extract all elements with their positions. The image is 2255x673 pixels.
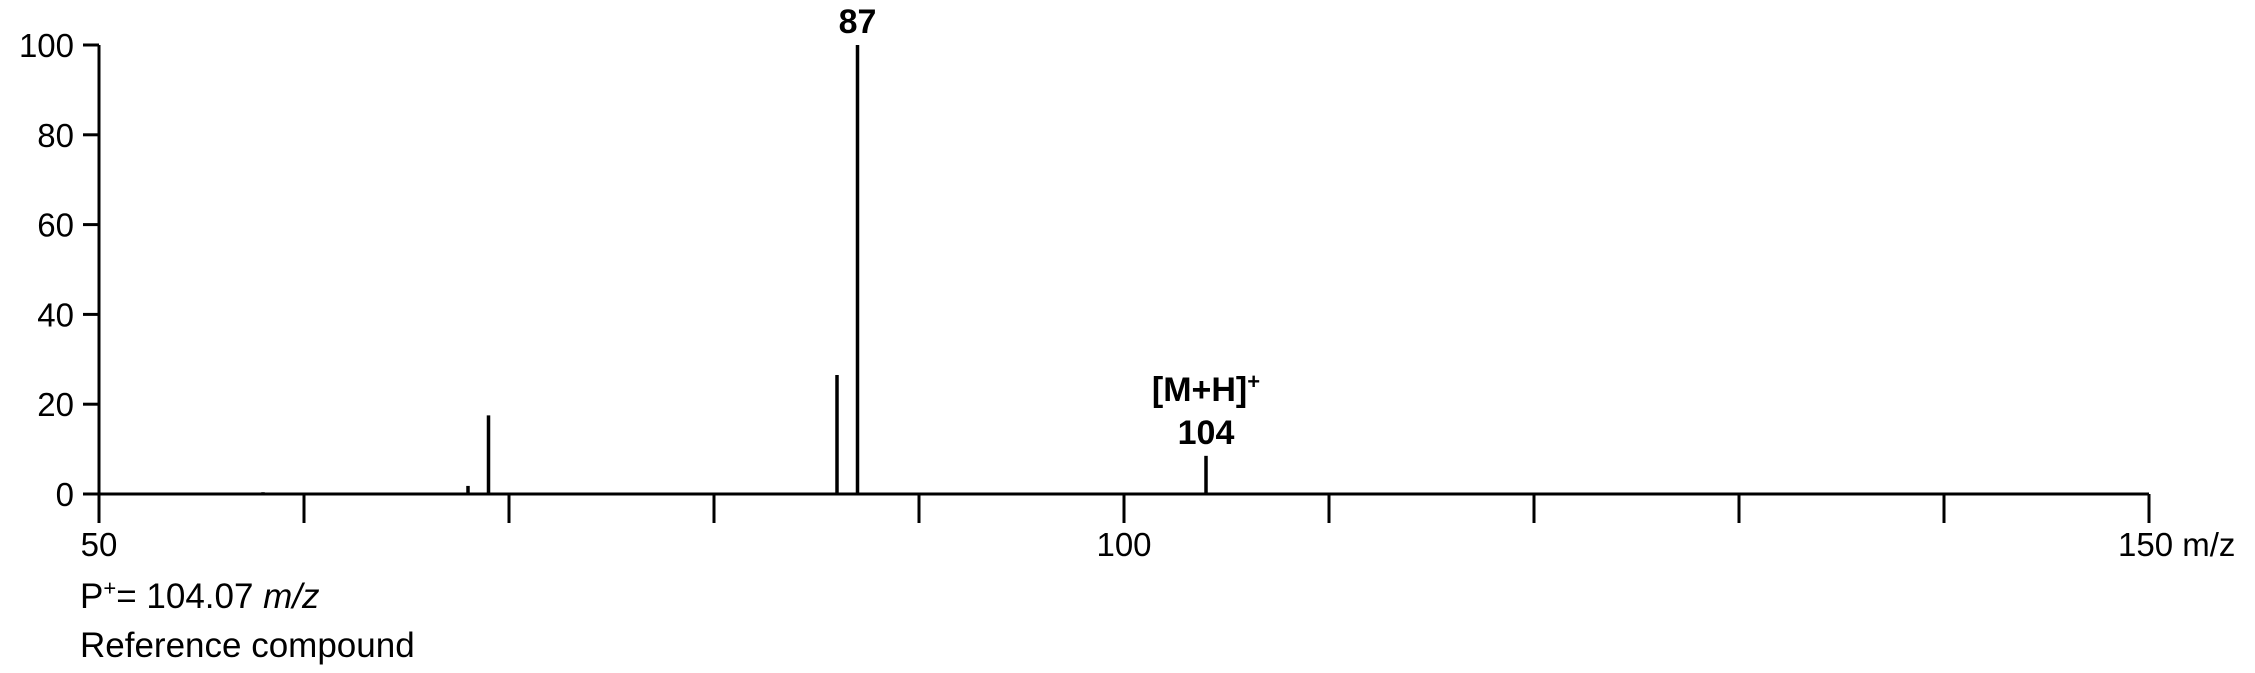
x-tick-label: 100: [1096, 526, 1151, 563]
parent-ion-unit: m/z: [263, 577, 319, 616]
y-tick-label: 80: [37, 117, 74, 154]
chart-axes: 0 20 40 60 80 100 50 100 150 m/z: [19, 27, 2235, 563]
chart-peaks: [263, 45, 1206, 494]
parent-ion-prefix: P: [80, 577, 103, 616]
y-tick-label: 20: [37, 386, 74, 423]
y-tick-label: 60: [37, 207, 74, 244]
peak-annotation-superscript: +: [1247, 369, 1260, 394]
parent-ion-note: P+= 104.07 m/z: [80, 577, 320, 617]
x-tick-label: 50: [81, 526, 118, 563]
parent-ion-superscript: +: [103, 575, 116, 600]
peak-annotation-label: 87: [839, 3, 877, 41]
x-tick-label: 150 m/z: [2118, 526, 2235, 563]
y-tick-label: 0: [56, 476, 74, 513]
peak-annotation-label: 104: [1178, 414, 1235, 452]
parent-ion-value: = 104.07: [116, 577, 263, 616]
y-tick-label: 40: [37, 296, 74, 333]
mass-spectrum-chart: 0 20 40 60 80 100 50 100 150 m/z 87 [M+H]+ 104: [0, 0, 2255, 580]
compound-label: Reference compound: [80, 626, 415, 666]
chart-annotations: 87 [M+H]+ 104: [839, 3, 1261, 452]
y-tick-label: 100: [19, 27, 74, 64]
peak-annotation-label: [M+H]+: [1152, 369, 1260, 409]
